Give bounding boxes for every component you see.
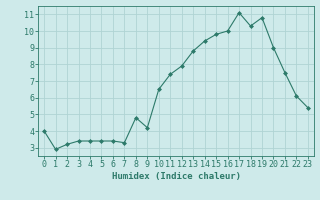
X-axis label: Humidex (Indice chaleur): Humidex (Indice chaleur) xyxy=(111,172,241,181)
